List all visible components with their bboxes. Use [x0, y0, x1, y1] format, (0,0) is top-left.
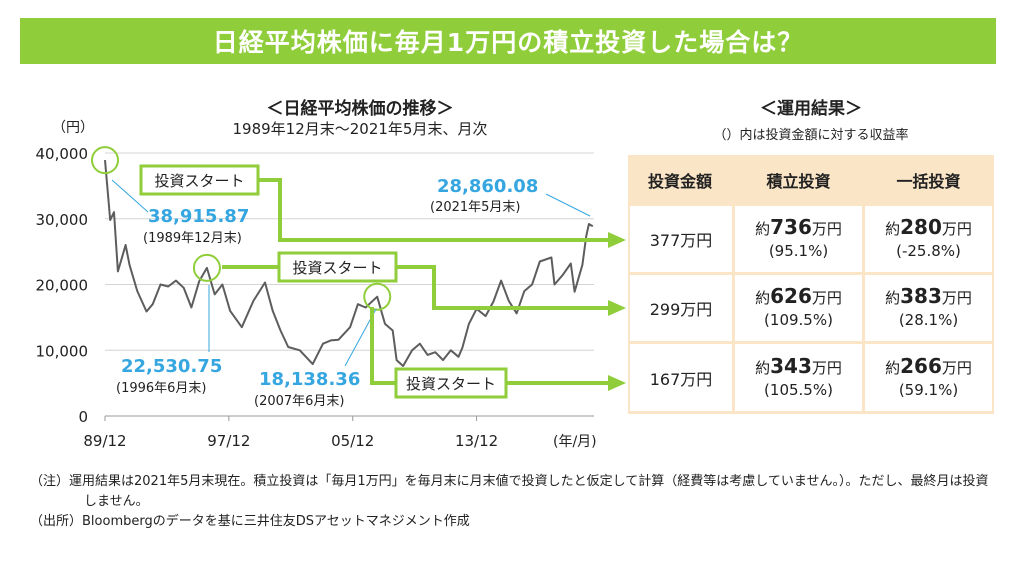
y-tick-label: 30,000: [36, 211, 89, 229]
row-2-amount: 299万円: [630, 275, 732, 341]
start-box-1: 投資スタート: [139, 164, 260, 196]
callout-line-2021: [545, 193, 591, 217]
annotation-date-1989: (1989年12月末): [143, 231, 242, 246]
x-tick-label: 05/12: [331, 432, 374, 450]
row-1-tsumitate: 約736万円 (95.1%): [735, 206, 862, 272]
header-amount: 投資金額: [647, 172, 712, 191]
arrow-heads: [608, 232, 626, 391]
start-marker-1996: [192, 253, 221, 282]
results-table: 投資金額 積立投資 一括投資 377万円 約736万円 (95.1%) 約280…: [628, 155, 994, 414]
row-3-amount: 167万円: [630, 344, 732, 411]
footnotes: （注）運用結果は2021年5月末現在。積立投資は「毎月1万円」を毎月末に月末値で…: [30, 472, 1000, 532]
nikkei-series-line: [104, 160, 594, 367]
annotation-value-2007: 18,138.36: [259, 369, 360, 390]
callout-line-1989: [111, 179, 149, 213]
row-2-ikkatsu: 約383万円 (28.1%): [865, 275, 992, 341]
page-banner: 日経平均株価に毎月1万円の積立投資した場合は？: [20, 18, 996, 64]
annotation-date-2021: (2021年5月末): [430, 200, 521, 215]
annotation-value-1996: 22,530.75: [121, 356, 222, 377]
start-box-3: 投資スタート: [394, 367, 508, 399]
arrow-connector-3: [396, 265, 610, 310]
y-axis-unit: （円）: [52, 120, 94, 136]
y-tick-label: 20,000: [36, 277, 89, 295]
results-subtitle: （）内は投資金額に対する収益率: [713, 128, 909, 143]
y-tick-label: 40,000: [36, 145, 89, 163]
svg-text:投資スタート: 投資スタート: [154, 172, 244, 190]
arrow-head-3: [608, 375, 626, 391]
row-1-ikkatsu: 約280万円 (-25.8%): [865, 206, 992, 272]
arrow-connector-4: [370, 307, 396, 385]
arrow-connector-1: [258, 178, 610, 242]
start-box-2: 投資スタート: [277, 251, 398, 283]
row-3-tsumitate: 約343万円 (105.5%): [735, 344, 862, 411]
y-tick-label: 10,000: [36, 342, 89, 360]
header-ikkatsu: 一括投資: [896, 172, 961, 191]
y-tick-label: 0: [78, 408, 88, 426]
svg-text:投資スタート: 投資スタート: [406, 375, 496, 393]
chart-subtitle: 1989年12月末～2021年5月末、月次: [232, 120, 488, 138]
arrow-connectors: [222, 178, 610, 385]
header-tsumitate: 積立投資: [766, 172, 831, 191]
row-2-tsumitate: 約626万円 (109.5%): [735, 275, 862, 341]
arrow-head-2: [608, 300, 626, 316]
x-tick-label: 89/12: [83, 432, 126, 450]
x-axis-unit: (年/月): [553, 434, 597, 450]
results-title: ＜運用結果＞: [760, 99, 862, 119]
annotation-value-2021: 28,860.08: [437, 176, 538, 197]
x-tick-label: 13/12: [455, 432, 498, 450]
row-1-amount: 377万円: [630, 206, 732, 272]
svg-text:投資スタート: 投資スタート: [292, 259, 382, 277]
footnote-note: （注）運用結果は2021年5月末現在。積立投資は「毎月1万円」を毎月末に月末値で…: [30, 474, 989, 509]
footnote-source: （出所）Bloombergのデータを基に三井住友DSアセットマネジメント作成: [30, 514, 470, 529]
start-marker-1989: [91, 146, 119, 175]
row-3-ikkatsu: 約266万円 (59.1%): [865, 344, 992, 411]
x-tick-label: 97/12: [207, 432, 250, 450]
annotation-date-1996: (1996年6月末): [116, 381, 207, 396]
start-marker-2007: [363, 282, 392, 311]
annotation-date-2007: (2007年6月末): [254, 394, 345, 409]
arrow-head-1: [608, 232, 626, 248]
chart-title: ＜日経平均株価の推移＞: [266, 99, 454, 119]
annotation-value-1989: 38,915.87: [148, 206, 249, 227]
